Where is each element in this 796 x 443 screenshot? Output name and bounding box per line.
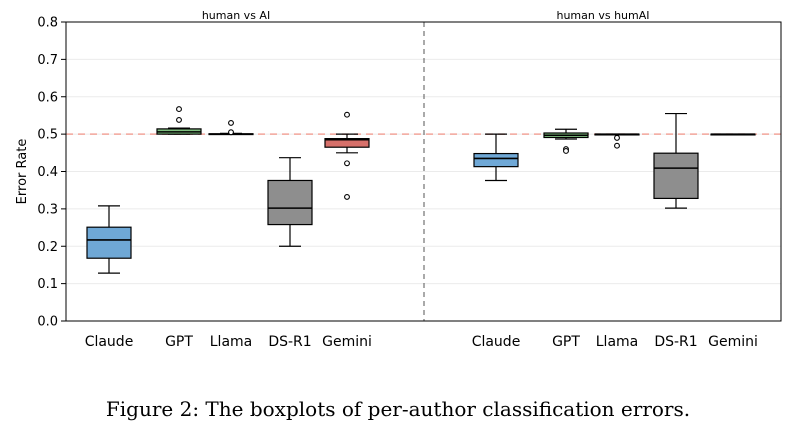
x-tick-label: DS-R1 xyxy=(654,334,697,350)
y-tick-label: 0.1 xyxy=(37,277,58,292)
y-tick-label: 0.7 xyxy=(37,53,58,68)
y-tick-label: 0.2 xyxy=(37,240,58,255)
y-tick-label: 0.8 xyxy=(37,16,58,31)
x-tick-label: DS-R1 xyxy=(268,334,311,350)
outlier-point xyxy=(614,134,620,141)
box-gemini xyxy=(324,138,370,148)
outlier-point xyxy=(563,147,569,154)
y-tick-label: 0.5 xyxy=(37,128,58,143)
figure-caption: Figure 2: The boxplots of per-author cla… xyxy=(105,397,691,421)
x-tick-label: Llama xyxy=(210,334,253,350)
outlier-point xyxy=(344,160,350,167)
box-ds-r1 xyxy=(653,152,699,200)
outlier-point xyxy=(228,119,234,126)
y-tick-label: 0.0 xyxy=(37,315,58,330)
outlier-point xyxy=(228,129,234,136)
x-tick-label: Claude xyxy=(472,334,521,350)
boxplot-chart: human vs AI Claude GPT Llama DS-R1 Gemini huma… xyxy=(15,9,782,350)
y-tick-label: 0.4 xyxy=(37,165,58,180)
outlier-point xyxy=(614,142,620,149)
x-tick-label: GPT xyxy=(165,334,193,350)
box-claude xyxy=(473,152,519,168)
outlier-point xyxy=(344,193,350,200)
panel-title: human vs humAI xyxy=(556,9,649,22)
outlier-point xyxy=(344,111,350,118)
y-axis-label: Error Rate xyxy=(15,139,30,205)
outlier-point xyxy=(176,116,182,123)
panel-title: human vs AI xyxy=(202,9,270,22)
x-tick-label: Gemini xyxy=(708,334,758,350)
plot-frame xyxy=(65,21,782,322)
x-tick-label: Claude xyxy=(85,334,134,350)
outlier-point xyxy=(176,106,182,113)
x-tick-label: GPT xyxy=(552,334,580,350)
x-tick-label: Llama xyxy=(596,334,639,350)
x-tick-label: Gemini xyxy=(322,334,372,350)
box-ds-r1 xyxy=(267,179,313,226)
box-claude xyxy=(86,226,132,259)
y-tick-label: 0.6 xyxy=(37,90,58,105)
y-tick-label: 0.3 xyxy=(37,202,58,217)
